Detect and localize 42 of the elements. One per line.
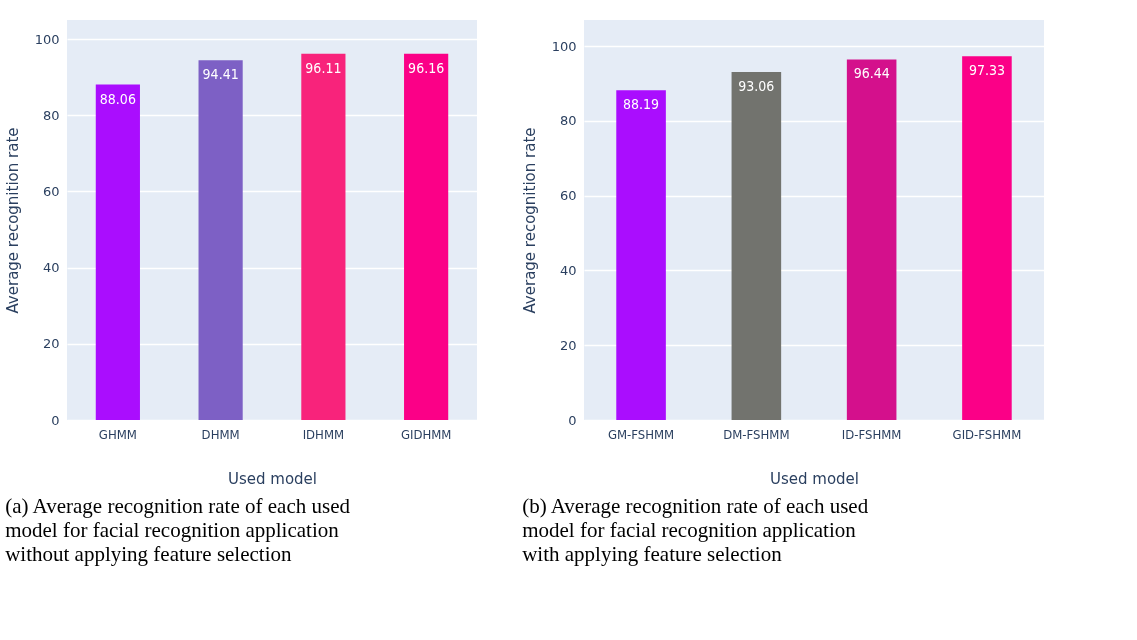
y-tick-label: 80 bbox=[42, 107, 60, 123]
data-label: 96.44 bbox=[853, 65, 890, 82]
x-tick-label: GM-FSHMM bbox=[607, 426, 675, 442]
y-tick-label: 20 bbox=[42, 336, 60, 352]
y-tick-label: 40 bbox=[559, 262, 577, 278]
x-tick-label: ID-FSHMM bbox=[841, 426, 902, 442]
text: (a) Average recognition rate of each used model for facial recognition application without applying feature selection bbox=[5, 494, 351, 566]
x-tick-label: GIDHMM bbox=[400, 426, 452, 442]
data-label: 93.06 bbox=[738, 78, 775, 95]
bar bbox=[95, 84, 140, 420]
data-label: 88.19 bbox=[623, 96, 660, 113]
x-tick-label: IDHMM bbox=[302, 426, 345, 442]
y-tick-label: 60 bbox=[559, 188, 577, 204]
data-label: 96.16 bbox=[408, 59, 445, 76]
x-tick-label: GHMM bbox=[98, 426, 137, 442]
x-tick-label: GID-FSHMM bbox=[952, 426, 1022, 442]
x-axis-title: Used model bbox=[227, 469, 318, 488]
y-tick-label: 20 bbox=[559, 337, 577, 353]
y-tick-label: 0 bbox=[51, 412, 60, 428]
bar bbox=[731, 72, 782, 420]
y-axis-title: Average recognition rate bbox=[520, 127, 539, 314]
y-axis-title: Average recognition rate bbox=[3, 127, 22, 314]
y-tick-label: 100 bbox=[34, 31, 60, 47]
bar bbox=[616, 90, 666, 420]
data-label: 88.06 bbox=[99, 90, 136, 107]
bar bbox=[846, 59, 897, 420]
y-tick-label: 80 bbox=[559, 113, 577, 129]
data-label: 96.11 bbox=[305, 59, 342, 76]
y-tick-label: 40 bbox=[42, 260, 60, 276]
data-label: 94.41 bbox=[202, 66, 239, 83]
x-tick-label: DHMM bbox=[201, 426, 240, 442]
x-tick-label: DM-FSHMM bbox=[723, 426, 790, 442]
bar bbox=[301, 53, 346, 420]
data-label: 97.33 bbox=[968, 62, 1005, 79]
y-tick-label: 0 bbox=[568, 412, 577, 428]
x-axis-title: Used model bbox=[769, 469, 860, 488]
bar bbox=[962, 56, 1012, 420]
bar bbox=[198, 60, 243, 420]
text: (b) Average recognition rate of each used model for facial recognition application with applying feature selection bbox=[522, 494, 869, 566]
y-tick-label: 100 bbox=[551, 38, 577, 54]
y-tick-label: 60 bbox=[42, 183, 60, 199]
bar bbox=[404, 53, 449, 420]
